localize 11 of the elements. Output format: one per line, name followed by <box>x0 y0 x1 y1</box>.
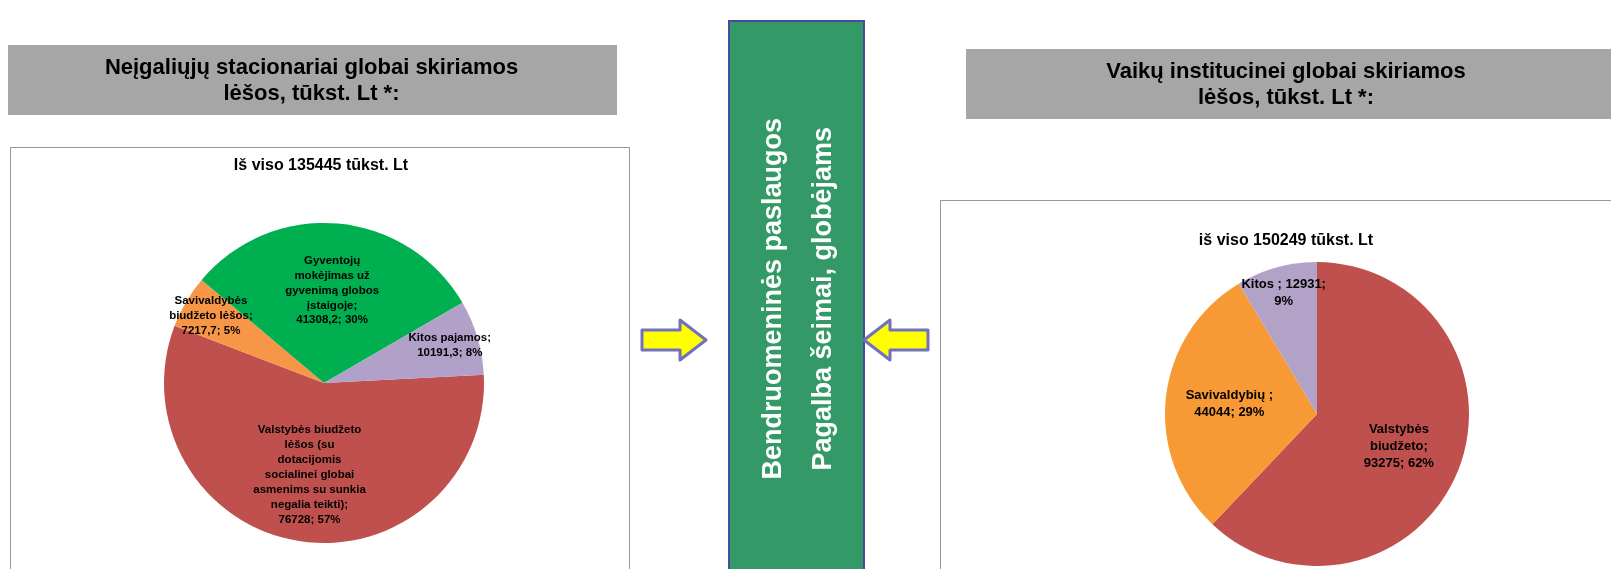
slice-label: Savivaldybių ; 44044; 29% <box>1185 387 1274 420</box>
chart-title: Vaikų institucinei globai skiriamos lėšos, tūkst. Lt *: <box>1105 58 1467 110</box>
slice-label: Gyventojų mokėjimas už gyvenimą globos įstaigoje; 41308,2; 30% <box>285 253 380 326</box>
chart-subtitle: iš viso 150249 tūkst. Lt <box>1198 231 1374 248</box>
slice-label: Valstybės biudžeto lėšos (su dotacijomis socialinei globai asmenims su sunkia negalia teikti); 76728; 57% <box>253 422 367 525</box>
slice-label: Valstybės biudžeto; 93275; 62% <box>1363 421 1435 470</box>
slice-label: Kitos pajamos; 10191,3; 8% <box>408 331 491 359</box>
chart-subtitle: Iš viso 135445 tūkst. Lt <box>233 156 409 173</box>
chart-title: Neįgaliųjų stacionariai globai skiriamos lėšos, tūkst. Lt *: <box>103 54 520 106</box>
text: Bendruomeninės paslaugos <box>755 118 788 480</box>
text: Pagalba šeimai, globėjams <box>805 126 838 473</box>
